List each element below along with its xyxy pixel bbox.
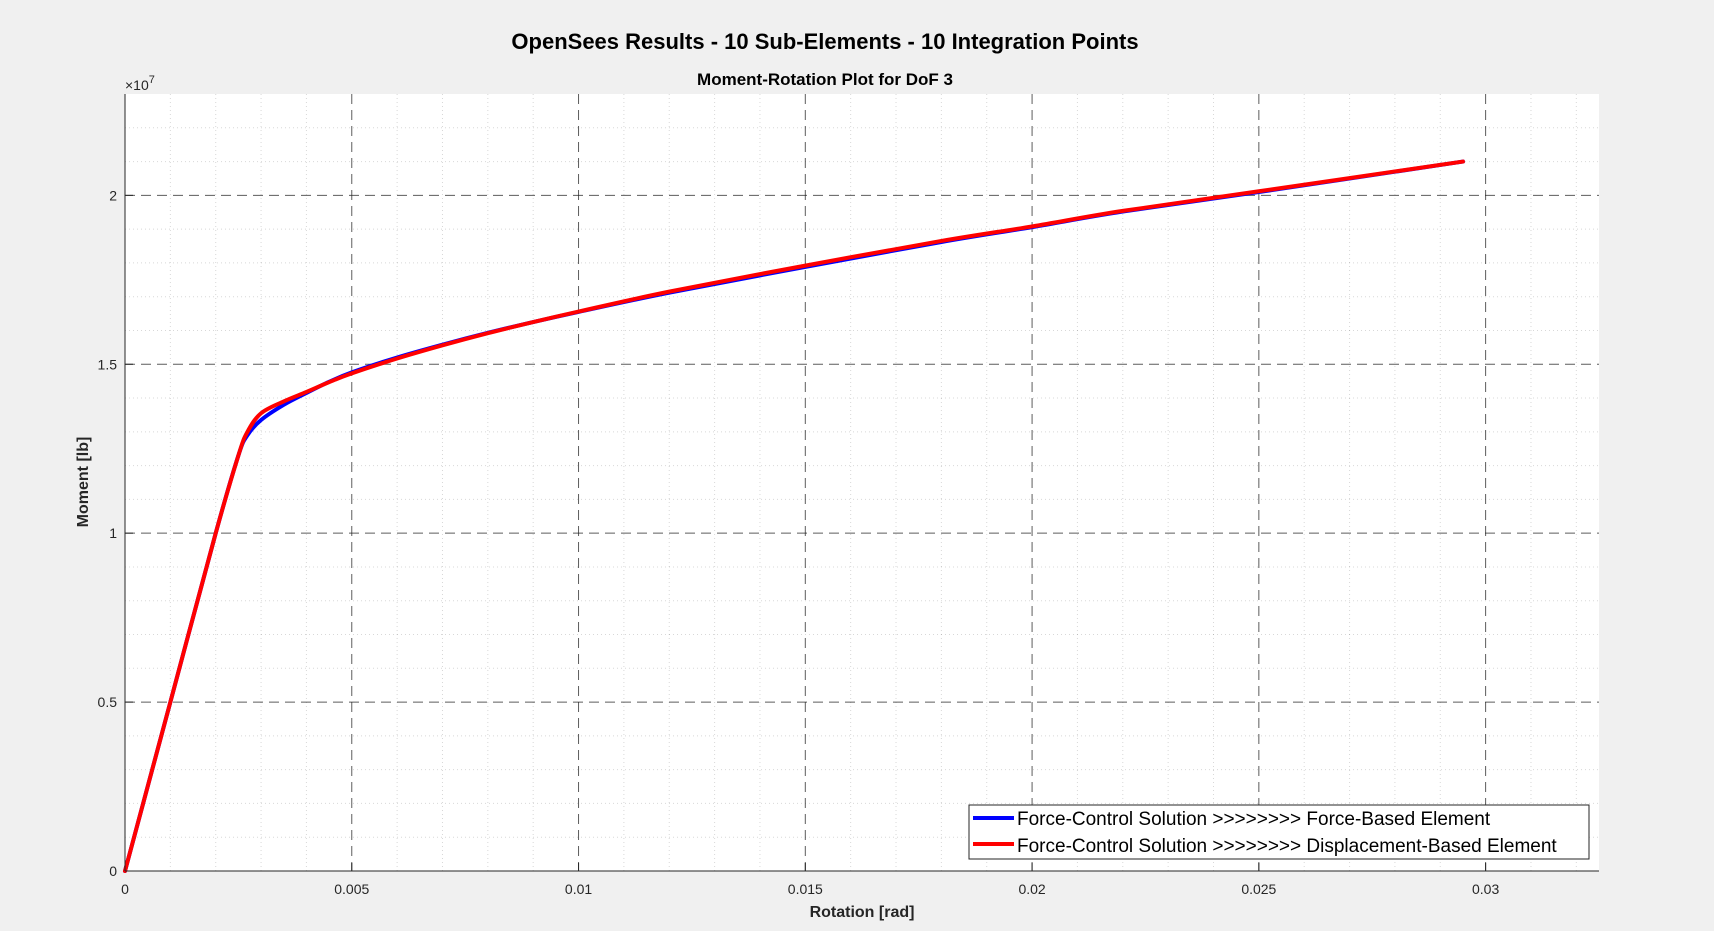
- legend-label-displacement-based: Force-Control Solution >>>>>>>> Displace…: [1017, 836, 1557, 857]
- y-tick-label: 2: [109, 187, 117, 203]
- x-tick-label: 0.01: [565, 881, 592, 897]
- y-tick-label: 1: [109, 525, 117, 541]
- chart-title: Moment-Rotation Plot for DoF 3: [697, 70, 953, 89]
- x-tick-label: 0.03: [1472, 881, 1499, 897]
- y-ticks: 0 0.5 1 1.5 2: [98, 187, 133, 879]
- x-ticks: 0 0.005 0.01 0.015 0.02 0.025 0.03: [121, 863, 1499, 897]
- minor-grid: [125, 94, 1599, 871]
- y-tick-label: 1.5: [98, 356, 118, 372]
- x-axis-label: Rotation [rad]: [810, 904, 915, 921]
- y-tick-label: 0.5: [98, 694, 118, 710]
- plot-area: [125, 94, 1599, 871]
- legend-box: [968, 804, 1590, 860]
- x-tick-label: 0.025: [1241, 881, 1276, 897]
- x-tick-label: 0.02: [1018, 881, 1045, 897]
- figure-suptitle: OpenSees Results - 10 Sub-Elements - 10 …: [511, 29, 1138, 54]
- y-exponent-power: 7: [149, 74, 155, 86]
- legend[interactable]: Force-Control Solution >>>>>>>> Force-Ba…: [968, 804, 1590, 860]
- legend-label-force-based: Force-Control Solution >>>>>>>> Force-Ba…: [1017, 809, 1491, 830]
- y-axis-label: Moment [lb]: [75, 437, 92, 528]
- y-exponent-label: ×107: [125, 74, 155, 93]
- major-grid: [125, 94, 1599, 871]
- series-layer: [123, 159, 1465, 873]
- x-tick-label: 0.015: [788, 881, 823, 897]
- series-line-displacement-based: [123, 159, 1465, 873]
- y-tick-label: 0: [109, 863, 117, 879]
- x-tick-label: 0.005: [334, 881, 369, 897]
- x-tick-label: 0: [121, 881, 129, 897]
